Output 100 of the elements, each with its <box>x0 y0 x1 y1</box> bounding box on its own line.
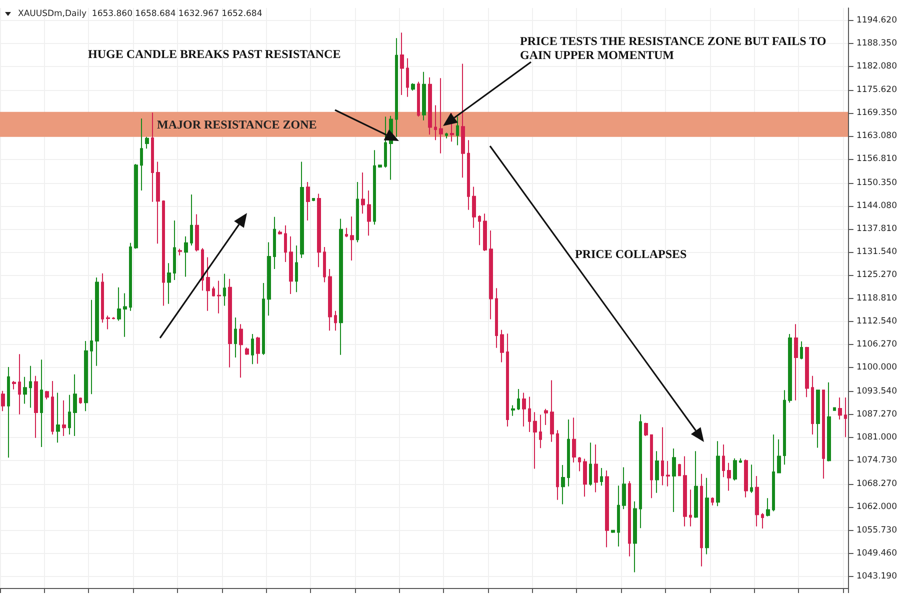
y-tick-label: 1169.350 <box>856 108 898 118</box>
candlestick <box>367 190 371 236</box>
candlestick <box>262 282 265 356</box>
y-tick-label: 1150.350 <box>856 178 898 188</box>
candlestick <box>34 375 38 438</box>
candlestick <box>583 458 587 498</box>
y-tick-label: 1125.270 <box>856 270 898 280</box>
candlestick <box>428 76 432 136</box>
y-tick-label: 1156.810 <box>856 154 898 164</box>
candlestick <box>467 140 470 210</box>
candlestick <box>422 71 426 121</box>
candlestick <box>384 116 387 168</box>
y-tick-label: 1043.190 <box>856 571 898 582</box>
candlestick <box>356 182 359 243</box>
candlestick <box>234 316 237 358</box>
y-tick-label: 1055.730 <box>856 525 898 536</box>
candlestick <box>378 164 382 168</box>
candlestick <box>678 463 681 477</box>
candlestick <box>639 414 642 529</box>
candlestick <box>223 273 226 306</box>
candlestick <box>766 498 770 517</box>
annotation: PRICE COLLAPSES <box>575 247 688 261</box>
candlestick <box>544 408 548 426</box>
candlestick <box>140 118 143 191</box>
candlestick <box>90 299 93 395</box>
candlestick <box>461 63 465 178</box>
candlestick <box>572 417 576 463</box>
candlestick <box>533 412 537 470</box>
candlestick <box>650 434 653 499</box>
y-tick-label: 1081.000 <box>856 432 898 442</box>
candlestick <box>101 272 104 324</box>
candlestick <box>711 496 714 506</box>
candlestick <box>517 388 520 410</box>
candlestick <box>772 434 775 512</box>
candlestick <box>112 316 115 320</box>
candlestick <box>312 198 315 202</box>
candlestick <box>600 467 603 486</box>
candlestick <box>483 213 487 252</box>
candlestick <box>106 315 110 330</box>
candlestick <box>805 346 809 398</box>
candlestick <box>744 459 748 498</box>
candlestick <box>12 380 16 390</box>
candlestick <box>644 422 648 437</box>
candlestick <box>739 458 742 464</box>
candlestick <box>417 81 420 118</box>
candlestick <box>167 262 171 304</box>
candlestick <box>578 456 581 472</box>
candlestick <box>123 292 127 338</box>
candlestick <box>755 476 759 527</box>
candlestick <box>178 248 182 256</box>
candlestick <box>345 227 348 238</box>
candlestick <box>700 473 703 567</box>
y-tick-label: 1175.620 <box>856 85 898 96</box>
candlestick <box>716 440 720 507</box>
candlestick <box>411 82 415 92</box>
candlestick <box>661 426 664 486</box>
candlestick <box>239 324 243 378</box>
candlestick <box>134 164 138 250</box>
candlestick <box>339 218 343 356</box>
candlestick <box>589 442 592 486</box>
candlestick <box>79 396 82 404</box>
candlestick <box>683 456 687 527</box>
candlestick <box>306 182 310 222</box>
candlestick <box>522 392 526 427</box>
candlestick <box>62 400 66 437</box>
candlestick <box>217 280 221 314</box>
candlestick <box>228 278 232 368</box>
candlestick <box>722 444 725 478</box>
candlestick <box>689 489 692 527</box>
candlestick <box>528 396 531 432</box>
candlestick <box>622 466 626 510</box>
annotation: HUGE CANDLE BREAKS PAST RESISTANCE <box>88 47 342 61</box>
annotation: PRICE TESTS THE RESISTANCE ZONE BUT FAILS TO GAIN UPPER MOMENTUM <box>520 34 828 62</box>
y-tick-label: 1112.540 <box>856 316 898 327</box>
candlestick <box>45 390 49 400</box>
candlestick <box>633 500 637 573</box>
candlestick <box>450 112 454 142</box>
candlestick <box>151 112 154 202</box>
candlestick <box>800 340 803 360</box>
candlestick <box>256 336 260 364</box>
candlestick <box>56 392 60 444</box>
y-tick-label: 1068.270 <box>856 479 898 490</box>
candlestick <box>611 530 615 534</box>
candlestick <box>594 444 598 493</box>
candlestick <box>788 333 792 404</box>
candlestick <box>605 470 609 548</box>
candlestick <box>833 407 836 411</box>
candlestick <box>195 214 199 252</box>
candlestick <box>18 354 21 415</box>
candlestick <box>406 58 409 98</box>
y-tick-label: 1100.000 <box>856 362 898 373</box>
candlestick <box>844 396 847 438</box>
candlestick <box>145 136 149 150</box>
candlestick <box>727 462 731 492</box>
candlestick <box>567 419 570 487</box>
candlestick <box>361 172 365 214</box>
candlestick <box>694 450 698 518</box>
candlestick <box>822 390 825 480</box>
candlestick <box>317 193 321 268</box>
candlestick <box>434 104 437 141</box>
